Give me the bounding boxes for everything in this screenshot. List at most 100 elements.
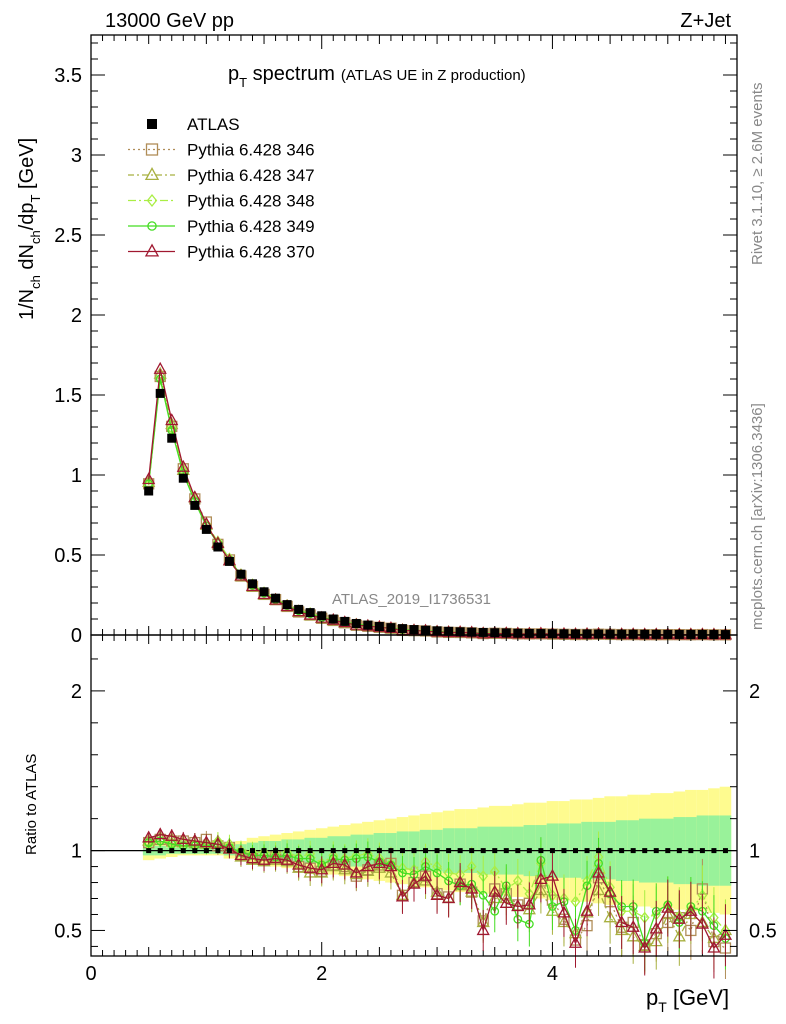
series-point-ratio (338, 857, 352, 870)
legend-label: Pythia 6.428 349 (187, 217, 315, 236)
series-point-ratio (695, 916, 709, 929)
ratio-tick-label-right: 1 (749, 841, 760, 863)
atlas-point (397, 624, 407, 634)
atlas-point-ratio (607, 848, 613, 854)
series-point-ratio (384, 859, 398, 872)
ratio-tick-label-right: 0.5 (749, 920, 777, 942)
atlas-point (294, 604, 304, 614)
series-point-ratio (603, 884, 617, 897)
series-point-ratio (361, 859, 375, 872)
atlas-point-ratio (665, 848, 671, 854)
series-point-main (153, 361, 167, 374)
legend-marker (144, 243, 160, 257)
legend-label: Pythia 6.428 347 (187, 166, 315, 185)
legend-marker (145, 143, 159, 156)
atlas-point (144, 486, 154, 496)
series-point-ratio (176, 832, 190, 845)
series-point-ratio (165, 828, 179, 841)
atlas-point-ratio (480, 848, 486, 854)
series-point-ratio (568, 935, 583, 948)
series-point-ratio (257, 852, 271, 865)
series-point-ratio (465, 881, 479, 894)
atlas-point-ratio (376, 848, 382, 854)
series-point-main (165, 413, 179, 426)
series-point-ratio (292, 857, 306, 870)
legend-marker (144, 167, 160, 181)
title-note: (ATLAS UE in Z production) (341, 67, 526, 84)
legend-marker-atlas (147, 119, 157, 129)
atlas-point-ratio (330, 848, 336, 854)
atlas-point (236, 569, 246, 579)
atlas-point-ratio (157, 848, 163, 854)
series-point-ratio (153, 827, 167, 840)
atlas-point-ratio (353, 848, 359, 854)
atlas-point-ratio (180, 848, 186, 854)
series-point-ratio (718, 927, 733, 940)
series-point-ratio (557, 905, 571, 918)
ratio-tick-label: 2 (71, 681, 82, 703)
series-point-ratio (395, 889, 410, 902)
rivet-label: Rivet 3.1.10, ≥ 2.6M events (749, 83, 766, 266)
series-point-ratio (349, 865, 363, 878)
atlas-point-ratio (434, 848, 440, 854)
atlas-point (201, 524, 211, 534)
atlas-point-ratio (411, 848, 417, 854)
atlas-point-ratio (250, 848, 255, 854)
y-tick-label: 3.5 (54, 65, 82, 87)
atlas-point-ratio (342, 848, 348, 854)
atlas-point (271, 593, 281, 603)
series-point-ratio (188, 833, 202, 846)
atlas-point-ratio (549, 848, 555, 854)
series-point-ratio (407, 876, 421, 889)
atlas-point (317, 611, 327, 621)
series-point-main (142, 472, 156, 485)
energy-label: 13000 GeV pp (105, 10, 234, 32)
atlas-point (328, 614, 338, 624)
atlas-point-ratio (653, 848, 659, 854)
atlas-point-ratio (238, 848, 244, 854)
series-point-ratio (649, 921, 663, 934)
y-tick-label: 3 (71, 145, 82, 167)
atlas-point-ratio (319, 848, 325, 854)
atlas-point-ratio (296, 848, 302, 854)
series-point-ratio (672, 911, 686, 924)
atlas-point-ratio (169, 848, 175, 854)
atlas-point (213, 542, 223, 552)
legend-label: Pythia 6.428 348 (187, 192, 315, 211)
series-point-ratio (432, 868, 442, 878)
series-point-ratio (398, 868, 407, 878)
series-point-ratio (615, 915, 629, 928)
series-point-ratio (234, 848, 248, 861)
atlas-point (259, 587, 269, 597)
legend-label: Pythia 6.428 370 (187, 243, 315, 262)
atlas-point-ratio (492, 848, 498, 854)
ratio-y-axis-label: Ratio to ATLAS (23, 754, 40, 855)
atlas-point-ratio (284, 848, 290, 854)
series-point-ratio (280, 852, 294, 865)
atlas-point-ratio (630, 848, 636, 854)
series-point-ratio (476, 923, 490, 936)
series-point-ratio (499, 895, 513, 908)
series-point-ratio (372, 856, 386, 869)
atlas-point-ratio (388, 848, 394, 854)
atlas-point-ratio (192, 848, 198, 854)
series-point-ratio (326, 856, 340, 869)
title-rest: spectrum (247, 63, 335, 85)
series-point-main (166, 422, 177, 435)
series-point-ratio (453, 875, 467, 888)
legend-marker (146, 193, 158, 208)
series-point-ratio (268, 851, 283, 864)
atlas-point-ratio (446, 848, 452, 854)
y-tick-label: 0.5 (54, 545, 82, 567)
atlas-point-ratio (526, 848, 532, 854)
atlas-point (248, 579, 257, 589)
series-point-ratio (442, 891, 456, 904)
series-point-main (176, 459, 190, 472)
atlas-point-ratio (365, 848, 371, 854)
y-tick-label: 0 (71, 625, 82, 647)
series-point-ratio (580, 903, 594, 916)
atlas-point-ratio (203, 848, 209, 854)
series-point-ratio (545, 868, 560, 881)
atlas-point (167, 433, 177, 443)
